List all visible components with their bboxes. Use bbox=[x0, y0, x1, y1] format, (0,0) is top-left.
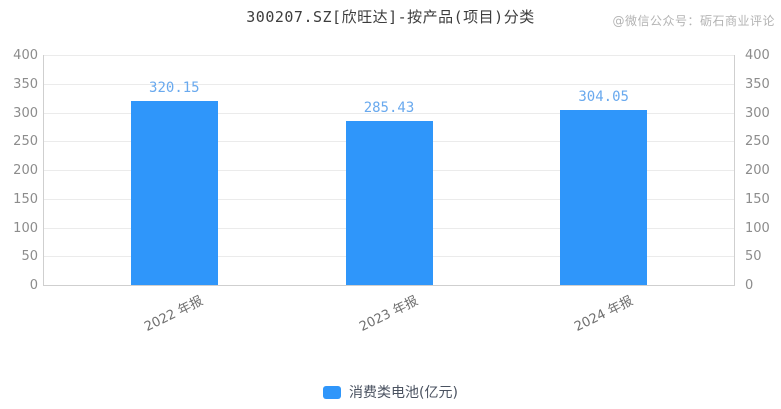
legend-swatch[interactable] bbox=[323, 385, 342, 399]
gridline bbox=[44, 55, 734, 56]
y-tick-label-left: 250 bbox=[13, 134, 38, 150]
bar-value-label: 304.05 bbox=[578, 89, 629, 106]
y-tick-label-left: 50 bbox=[21, 249, 38, 265]
bar-2024 年报[interactable] bbox=[560, 110, 648, 285]
watermark-text: @微信公众号：砺石商业评论 bbox=[612, 14, 775, 28]
y-tick-label-left: 0 bbox=[29, 278, 38, 293]
y-tick-label-right: 350 bbox=[745, 76, 770, 92]
y-tick-label-right: 300 bbox=[745, 105, 770, 121]
y-tick-label-right: 400 bbox=[745, 48, 770, 63]
gridline bbox=[44, 83, 734, 85]
y-tick-label-right: 100 bbox=[745, 220, 770, 236]
y-tick-label-left: 300 bbox=[13, 105, 38, 121]
y-tick-label-right: 50 bbox=[745, 249, 762, 265]
chart-title: 300207.SZ[欣旺达]-按产品(项目)分类 bbox=[246, 8, 535, 26]
bar-value-label: 285.43 bbox=[363, 99, 415, 116]
y-tick-label-left: 350 bbox=[13, 76, 38, 92]
y-tick-label-right: 0 bbox=[745, 278, 754, 293]
bar-2023 年报[interactable] bbox=[345, 120, 433, 285]
y-tick-label-left: 200 bbox=[13, 163, 38, 178]
y-tick-label-left: 150 bbox=[13, 191, 38, 207]
y-tick-label-right: 150 bbox=[745, 191, 770, 207]
x-axis-label: 2024 年报 bbox=[571, 293, 636, 335]
legend: 消费类电池(亿元) bbox=[0, 382, 781, 402]
x-axis-label: 2022 年报 bbox=[142, 293, 206, 335]
y-tick-label-right: 250 bbox=[745, 134, 770, 150]
gridline bbox=[44, 112, 734, 114]
bar-2022 年报[interactable] bbox=[130, 100, 218, 285]
y-tick-label-left: 400 bbox=[13, 48, 38, 63]
x-axis-label: 2023 年报 bbox=[357, 293, 421, 335]
y-tick-label-right: 200 bbox=[745, 163, 770, 178]
y-tick-label-left: 100 bbox=[13, 220, 38, 236]
plot-area: 320.15 285.43 304.05 bbox=[43, 55, 735, 286]
bar-value-label: 320.15 bbox=[149, 79, 200, 96]
legend-label[interactable]: 消费类电池(亿元) bbox=[349, 385, 458, 401]
